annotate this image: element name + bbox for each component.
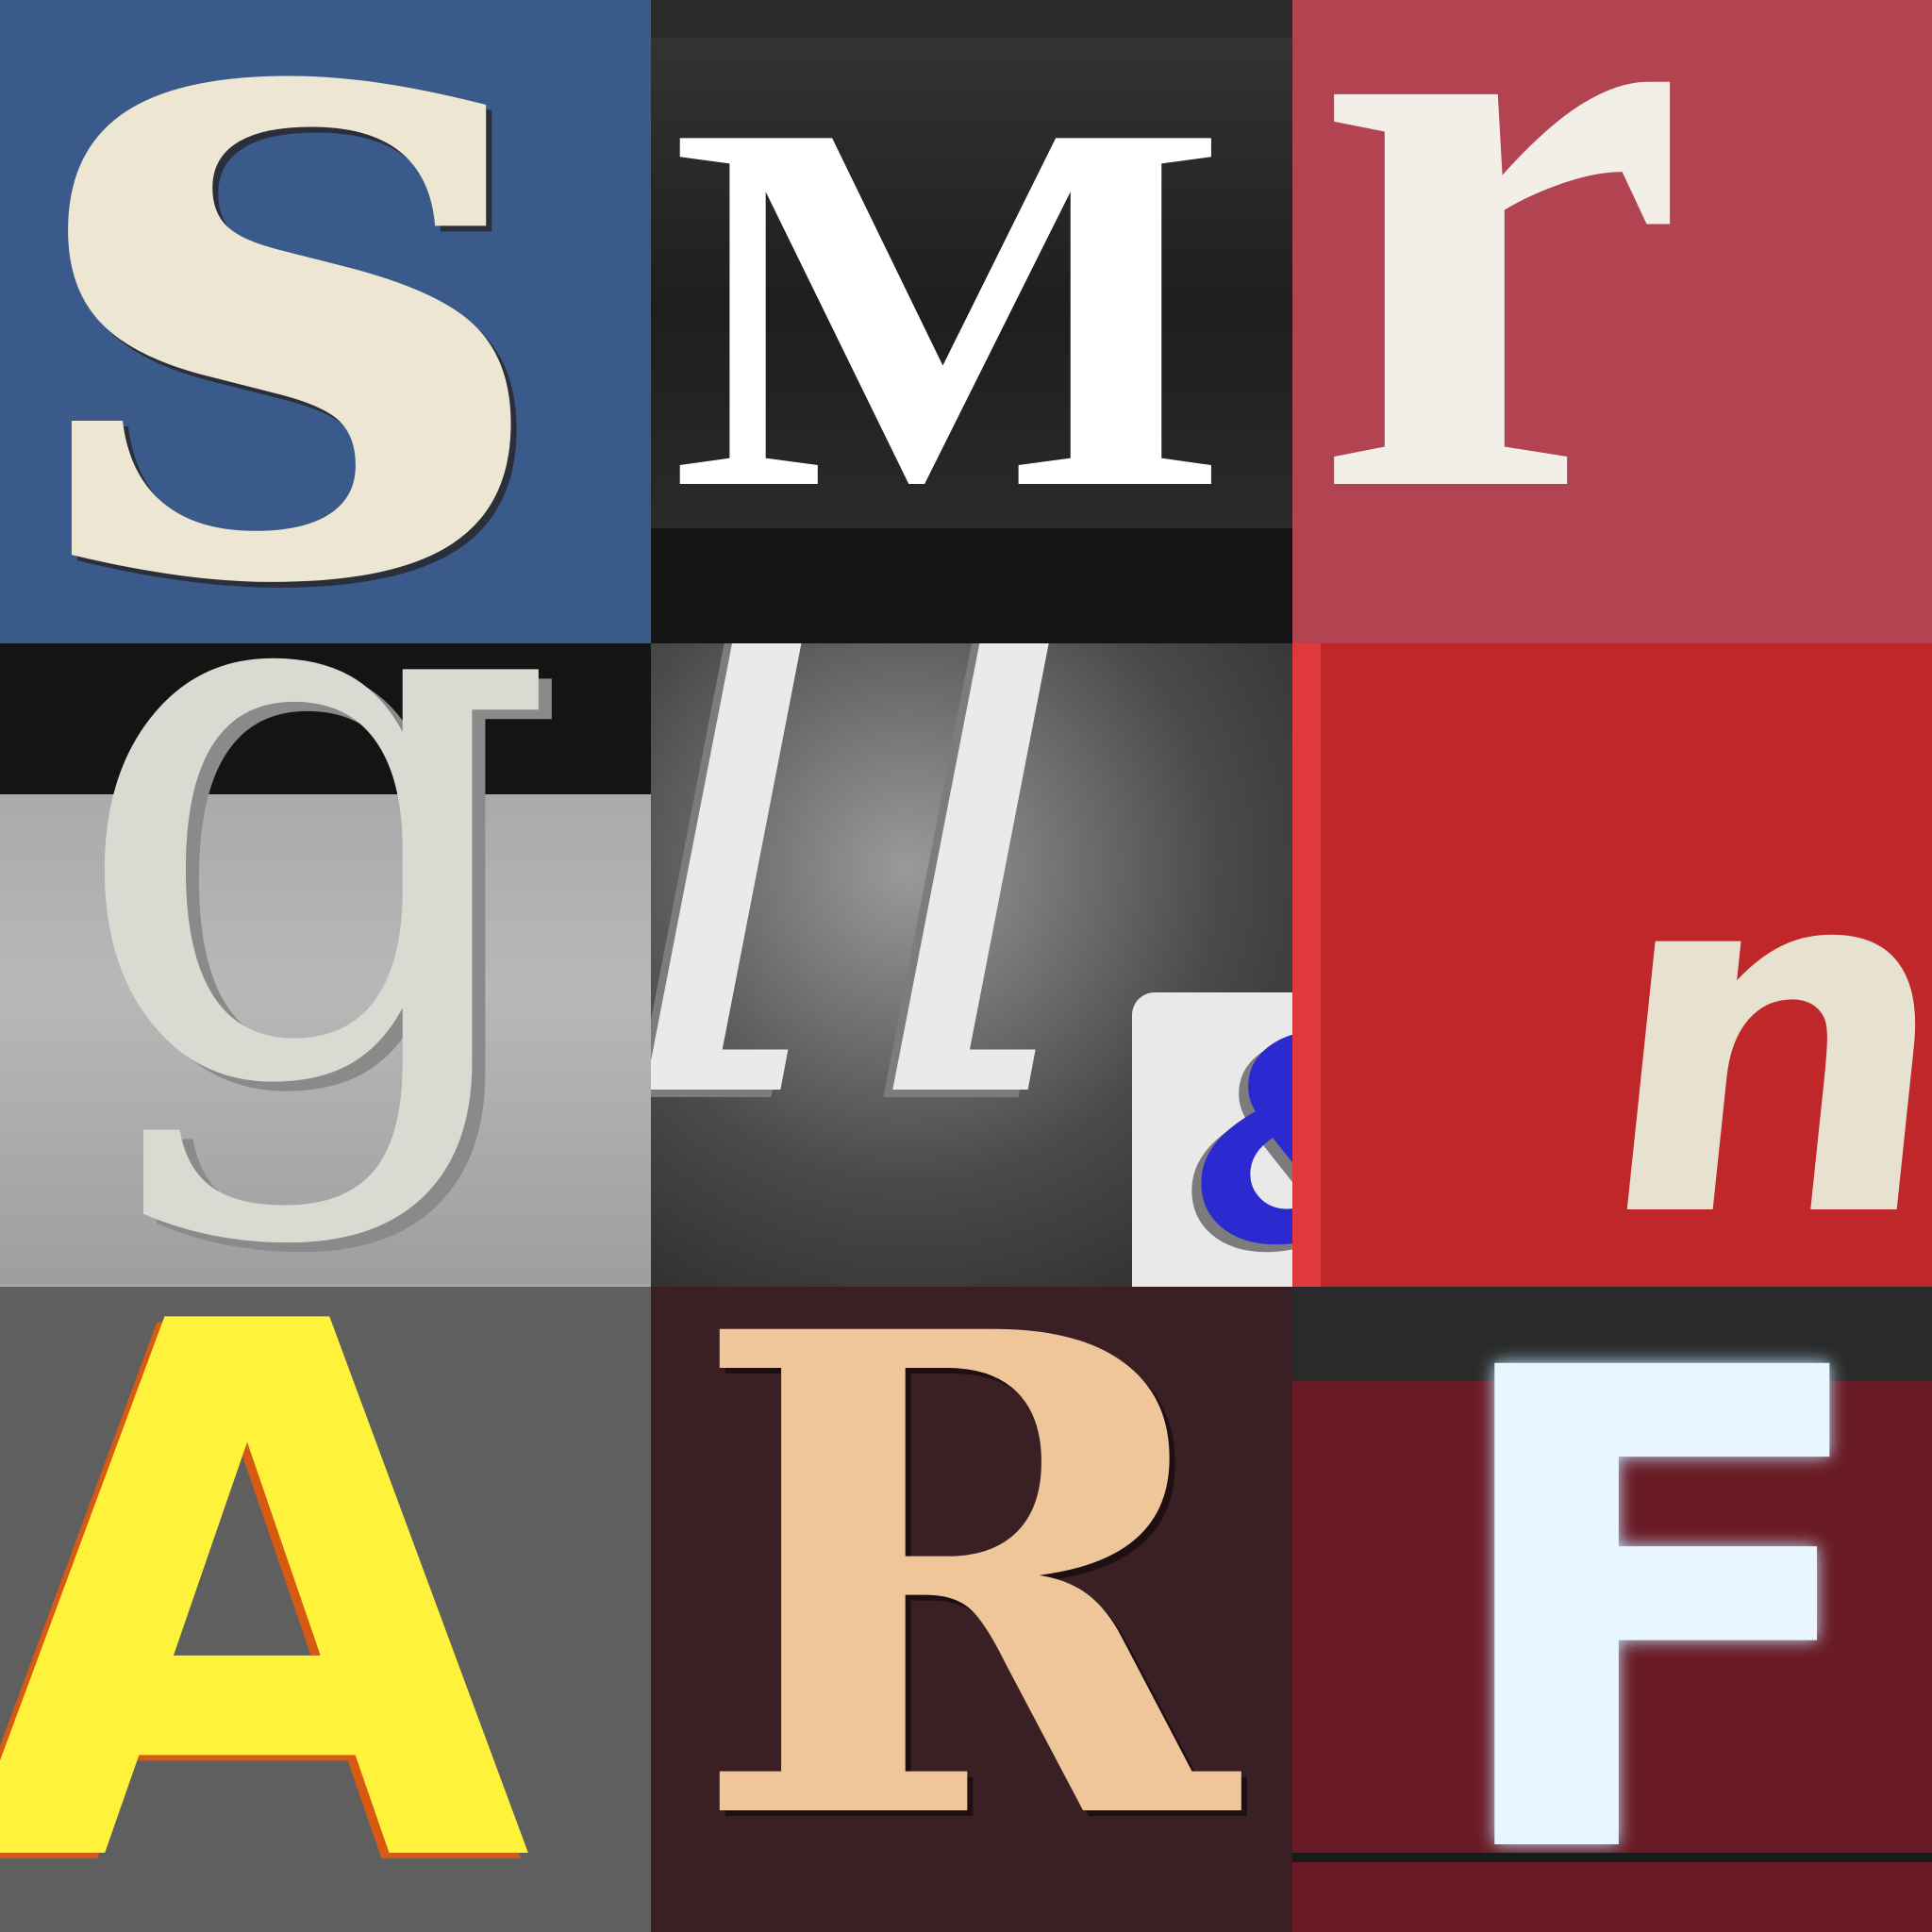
tile-letter-r: r [1292, 0, 1932, 643]
tile-letter-g: g [0, 643, 651, 1287]
tile-letter-M: M [651, 0, 1292, 643]
letter-M: M [670, 14, 1228, 599]
tile-letter-R: R [651, 1287, 1292, 1932]
ampersand: & [1193, 1002, 1292, 1285]
facade-band [0, 794, 651, 1285]
letter-g: g [66, 643, 561, 1254]
tile-letter-ll: ll & [651, 643, 1292, 1287]
letter-r: r [1311, 0, 1689, 643]
sign-rail [1292, 1853, 1932, 1862]
sign-box [1132, 992, 1292, 1287]
letter-R: R [689, 1287, 1238, 1932]
letter-ll: ll [651, 643, 1108, 1273]
sign-edge [1292, 643, 1321, 1287]
letter-F: F [1434, 1287, 1886, 1932]
dark-banner [651, 38, 1292, 528]
tile-letter-n: n [1292, 643, 1932, 1287]
tile-letter-A: A [0, 1287, 651, 1932]
banner-edge [651, 528, 1292, 643]
letter-s: s [28, 0, 549, 643]
tile-letter-F: F [1292, 1287, 1932, 1932]
tile-letter-s: s [0, 0, 651, 643]
letter-A: A [0, 1287, 532, 1932]
letter-n: n [1574, 754, 1932, 1287]
dark-background [0, 643, 651, 794]
dark-top [1292, 1287, 1932, 1381]
